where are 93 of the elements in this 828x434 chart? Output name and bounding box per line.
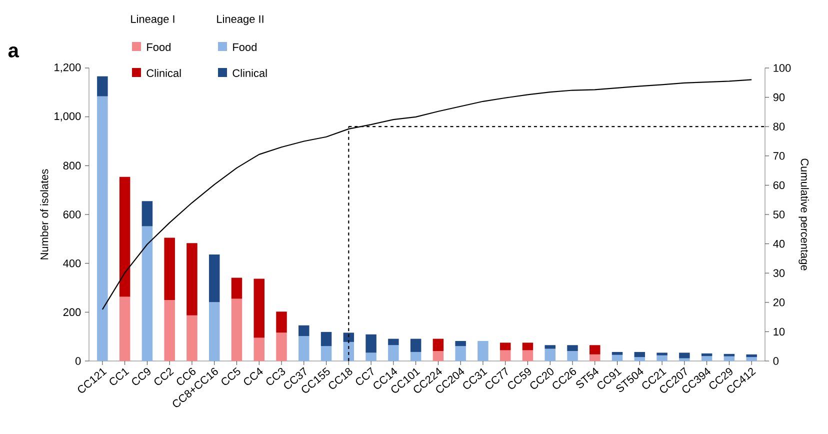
bar [164, 238, 175, 300]
x-tick-label: CC3 [266, 368, 286, 385]
bar [567, 350, 578, 361]
bar [410, 352, 422, 361]
y2-tick-label: 20 [773, 298, 785, 306]
y-tick-label: 600 [63, 210, 81, 218]
bar [254, 338, 264, 361]
y-tick-label: 200 [63, 308, 81, 316]
bar [567, 345, 578, 351]
bar [142, 201, 153, 226]
y2-tick-label: 50 [773, 210, 785, 218]
bar [97, 96, 108, 361]
y2-tick-label: 80 [773, 122, 785, 130]
y2-tick-label: 90 [773, 93, 785, 102]
bar [298, 325, 310, 336]
legend-label: Clinical [232, 68, 267, 78]
y-tick-label: 1,200 [54, 63, 81, 73]
bar [701, 356, 712, 361]
bar [119, 176, 130, 297]
bar [366, 352, 376, 361]
bar [522, 342, 534, 350]
bar [590, 345, 600, 354]
bar [142, 226, 153, 361]
text: a [8, 46, 20, 58]
y2-axis-title: Cumulative percentage [798, 158, 809, 270]
bar [746, 357, 757, 361]
x-tick-label: CC4 [244, 368, 263, 385]
bar [208, 302, 220, 361]
bar [612, 352, 623, 355]
y2-tick-label: 100 [774, 64, 791, 72]
bar [298, 336, 310, 361]
y-tick-label: 800 [63, 162, 81, 170]
legend-label: Food [147, 42, 170, 52]
bar [164, 300, 175, 361]
bar [343, 342, 354, 361]
bar [724, 354, 735, 356]
bar [590, 354, 600, 361]
x-tick-label: CC9 [132, 368, 150, 385]
y2-tick-label: 60 [773, 181, 785, 190]
bar [276, 332, 287, 361]
bar [656, 352, 668, 356]
bar [254, 278, 264, 338]
y2-tick-label: 40 [773, 240, 785, 248]
y-axis-title: Number of isolates [40, 169, 48, 260]
bar [97, 76, 108, 96]
y2-tick-label: 70 [773, 152, 785, 160]
x-tick-label: CC1 [110, 368, 130, 385]
bar [432, 338, 444, 351]
bar [432, 350, 444, 361]
bar [724, 356, 735, 361]
text: Lineage I [131, 14, 174, 26]
bar [701, 353, 712, 356]
bar [544, 348, 556, 361]
bar [231, 278, 242, 299]
bar [500, 342, 511, 350]
bar [612, 354, 623, 361]
bar [208, 254, 220, 302]
bar [366, 334, 376, 353]
x-tick-label: CC7 [356, 367, 374, 385]
bar [679, 352, 690, 358]
bar [186, 315, 198, 361]
bar [634, 357, 646, 361]
bar [119, 296, 130, 361]
bar [679, 358, 690, 361]
bar [186, 243, 198, 316]
legend-label: Food [233, 42, 256, 52]
bar [388, 338, 399, 346]
bar [410, 338, 422, 352]
bar [231, 298, 242, 361]
bar [634, 352, 646, 358]
bar [656, 355, 668, 361]
bar [343, 332, 354, 342]
y2-tick-label: 10 [774, 328, 785, 336]
y-tick-label: 400 [63, 259, 81, 268]
y-tick-label: 1,000 [54, 112, 81, 122]
legend-label: Clinical [146, 68, 181, 78]
bar [455, 340, 466, 346]
y2-tick-label: 30 [773, 269, 785, 277]
y-tick-label: 0 [75, 357, 81, 365]
bar [500, 350, 511, 361]
text: Lineage II [217, 14, 264, 26]
y2-tick-label: 0 [773, 357, 779, 365]
bar [455, 346, 466, 361]
x-tick-label: CC2 [154, 368, 174, 385]
x-tick-label: CC5 [222, 367, 240, 385]
bar [320, 332, 332, 346]
bar [544, 345, 556, 349]
bar [320, 346, 332, 361]
bar [388, 345, 399, 361]
bar [746, 354, 757, 358]
bar [522, 350, 534, 361]
bar [478, 340, 488, 361]
bar [276, 312, 287, 333]
